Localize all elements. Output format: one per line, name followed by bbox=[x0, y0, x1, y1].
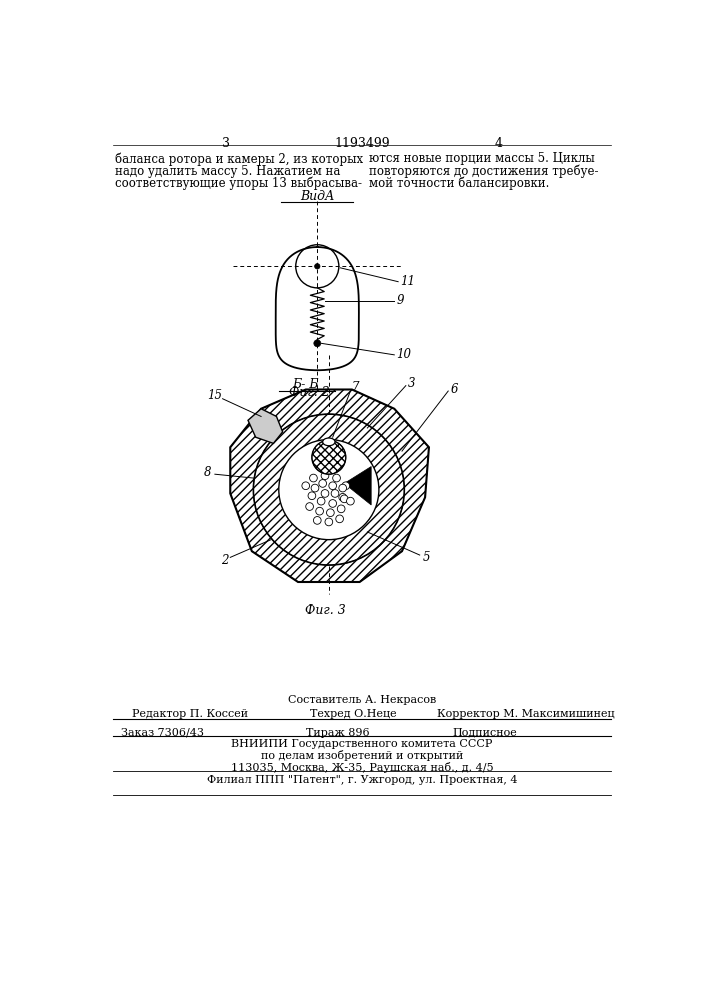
Circle shape bbox=[333, 474, 340, 482]
Circle shape bbox=[308, 492, 316, 500]
Circle shape bbox=[302, 482, 310, 490]
Circle shape bbox=[336, 515, 344, 523]
Circle shape bbox=[325, 518, 333, 526]
Text: ВидА: ВидА bbox=[300, 190, 334, 203]
Text: 3: 3 bbox=[223, 137, 230, 150]
Circle shape bbox=[327, 509, 334, 517]
Circle shape bbox=[314, 340, 321, 347]
Text: 8: 8 bbox=[204, 466, 211, 479]
Text: надо удалить массу 5. Нажатием на: надо удалить массу 5. Нажатием на bbox=[115, 165, 340, 178]
Circle shape bbox=[313, 517, 321, 524]
Text: по делам изобретений и открытий: по делам изобретений и открытий bbox=[261, 750, 463, 761]
Text: Фиг. 2: Фиг. 2 bbox=[289, 386, 330, 399]
Circle shape bbox=[317, 497, 325, 505]
Circle shape bbox=[346, 497, 354, 505]
Text: 113035, Москва, Ж-35, Раушская наб., д. 4/5: 113035, Москва, Ж-35, Раушская наб., д. … bbox=[230, 762, 493, 773]
Text: Фиг. 3: Фиг. 3 bbox=[305, 604, 345, 617]
Text: 7: 7 bbox=[352, 381, 359, 394]
Text: ВНИИПИ Государственного комитета СССР: ВНИИПИ Государственного комитета СССР bbox=[231, 739, 493, 749]
Polygon shape bbox=[230, 389, 429, 582]
Circle shape bbox=[321, 472, 329, 480]
Circle shape bbox=[339, 484, 346, 492]
Circle shape bbox=[315, 264, 320, 269]
Circle shape bbox=[337, 505, 345, 513]
Text: 2: 2 bbox=[221, 554, 228, 567]
Text: баланса ротора и камеры 2, из которых: баланса ротора и камеры 2, из которых bbox=[115, 152, 363, 166]
Circle shape bbox=[329, 500, 337, 507]
Circle shape bbox=[340, 495, 348, 503]
Circle shape bbox=[319, 480, 327, 487]
Text: 1193499: 1193499 bbox=[334, 137, 390, 150]
Text: Тираж 896: Тираж 896 bbox=[305, 728, 369, 738]
Text: Корректор М. Максимишинец: Корректор М. Максимишинец bbox=[437, 709, 614, 719]
Text: 3: 3 bbox=[408, 377, 416, 390]
Circle shape bbox=[253, 414, 404, 565]
Text: 15: 15 bbox=[207, 389, 223, 402]
Text: 4: 4 bbox=[494, 137, 502, 150]
Text: 11: 11 bbox=[400, 275, 416, 288]
Polygon shape bbox=[344, 466, 371, 505]
Text: Б- Б: Б- Б bbox=[293, 378, 319, 391]
Circle shape bbox=[331, 490, 339, 497]
Text: Техред О.Неце: Техред О.Неце bbox=[310, 709, 396, 719]
Text: 5: 5 bbox=[423, 551, 431, 564]
Circle shape bbox=[310, 474, 317, 482]
Text: соответствующие упоры 13 выбрасыва-: соответствующие упоры 13 выбрасыва- bbox=[115, 177, 362, 190]
Text: ются новые порции массы 5. Циклы: ются новые порции массы 5. Циклы bbox=[369, 152, 595, 165]
Circle shape bbox=[316, 507, 324, 515]
Circle shape bbox=[339, 493, 346, 501]
Circle shape bbox=[279, 440, 379, 540]
Text: Филиал ППП "Патент", г. Ужгород, ул. Проектная, 4: Филиал ППП "Патент", г. Ужгород, ул. Про… bbox=[206, 775, 518, 785]
Circle shape bbox=[312, 440, 346, 474]
Text: Составитель А. Некрасов: Составитель А. Некрасов bbox=[288, 695, 436, 705]
Text: Заказ 7306/43: Заказ 7306/43 bbox=[121, 728, 204, 738]
Text: 6: 6 bbox=[450, 383, 458, 396]
Text: 10: 10 bbox=[397, 348, 411, 361]
Text: повторяются до достижения требуе-: повторяются до достижения требуе- bbox=[369, 165, 598, 178]
Text: Редактор П. Коссей: Редактор П. Коссей bbox=[132, 709, 249, 719]
Text: мой точности балансировки.: мой точности балансировки. bbox=[369, 177, 549, 190]
Text: Подписное: Подписное bbox=[452, 728, 517, 738]
Circle shape bbox=[305, 503, 313, 510]
Text: 9: 9 bbox=[397, 294, 404, 307]
Ellipse shape bbox=[322, 438, 335, 446]
Circle shape bbox=[342, 482, 350, 490]
Polygon shape bbox=[248, 409, 283, 443]
Circle shape bbox=[329, 482, 337, 490]
Circle shape bbox=[321, 490, 329, 497]
Circle shape bbox=[311, 484, 319, 492]
